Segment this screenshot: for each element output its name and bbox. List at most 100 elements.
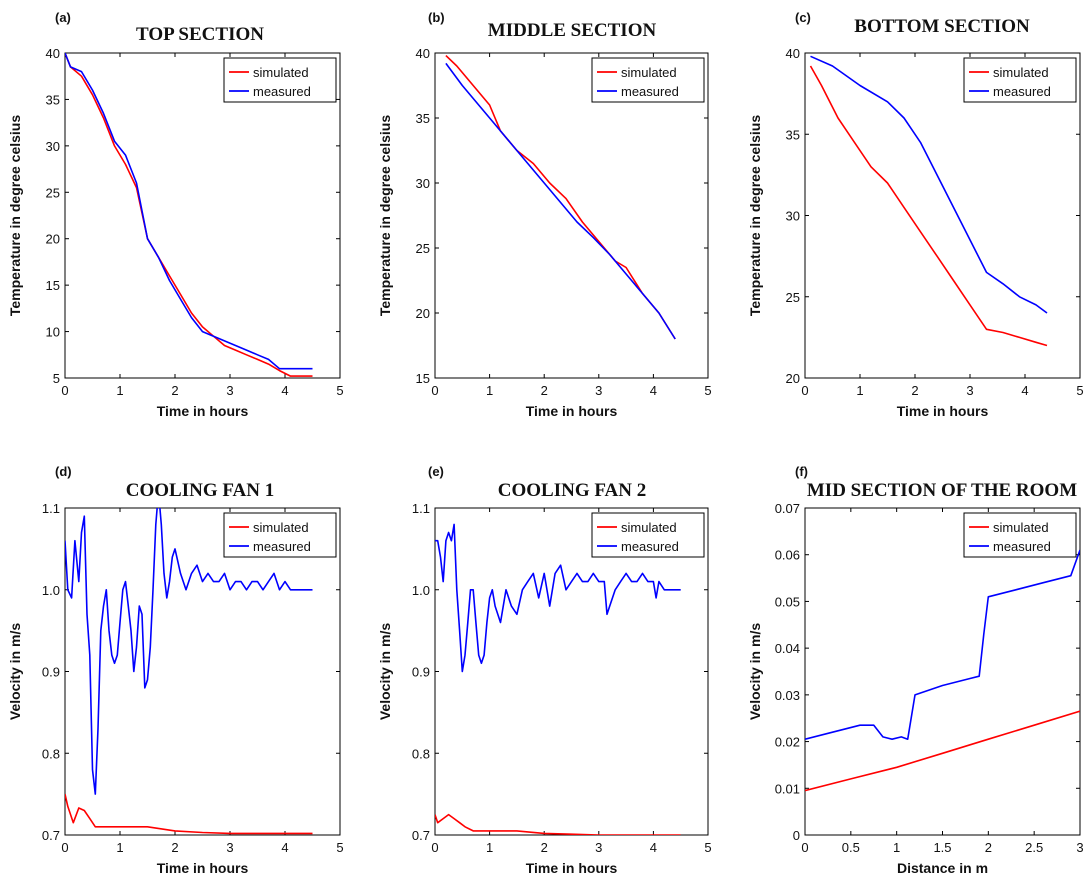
chart-panel-3: (c) BOTTOM SECTION 0 1 2 3 4 5 20 25 30 35 40 Time in…	[747, 10, 1084, 419]
x-tick-label: 0.5	[842, 840, 860, 855]
x-tick-label: 2.5	[1025, 840, 1043, 855]
x-tick-label: 0	[61, 840, 68, 855]
y-axis-label: Velocity in m/s	[7, 623, 23, 720]
series-line-measured	[65, 508, 313, 795]
legend-entry-label: simulated	[253, 65, 309, 80]
chart-title: COOLING FAN 2	[498, 480, 646, 501]
y-tick-label: 0.06	[775, 548, 800, 563]
x-tick-label: 1	[856, 383, 863, 398]
y-tick-label: 30	[786, 209, 800, 224]
legend-box	[591, 512, 705, 558]
series-line-simulated	[805, 710, 1080, 792]
x-tick-label: 3	[1076, 840, 1083, 855]
legend: simulated measured	[963, 57, 1077, 103]
y-tick-label: 1.1	[412, 501, 430, 516]
y-axis-label: Temperature in degree celsius	[747, 115, 763, 316]
series-line-simulated	[445, 55, 676, 340]
x-tick-label: 1	[116, 383, 123, 398]
legend-entry-label: simulated	[621, 520, 677, 535]
x-tick-label: 4	[650, 383, 657, 398]
y-tick-label: 35	[416, 111, 430, 126]
legend-box	[223, 57, 337, 103]
x-tick-label: 1	[893, 840, 900, 855]
x-axis-label: Distance in m	[897, 860, 988, 876]
x-tick-label: 0	[431, 840, 438, 855]
x-axis-label: Time in hours	[526, 860, 618, 876]
legend-entry-label: measured	[253, 539, 311, 554]
y-tick-label: 0.02	[775, 735, 800, 750]
chart-title: BOTTOM SECTION	[854, 16, 1030, 37]
panel-label: (e)	[428, 464, 444, 479]
y-tick-label: 0	[793, 828, 800, 843]
x-tick-label: 0	[801, 383, 808, 398]
y-tick-label: 0.9	[412, 665, 430, 680]
y-tick-label: 25	[416, 241, 430, 256]
y-tick-label: 0.8	[412, 746, 430, 761]
x-tick-label: 2	[911, 383, 918, 398]
y-tick-label: 35	[46, 92, 60, 107]
y-tick-label: 20	[416, 306, 430, 321]
y-tick-label: 0.03	[775, 688, 800, 703]
x-tick-label: 4	[281, 840, 288, 855]
chart-title: MIDDLE SECTION	[488, 20, 657, 41]
y-tick-label: 0.05	[775, 594, 800, 609]
series-line-measured	[805, 549, 1080, 741]
x-tick-label: 4	[1021, 383, 1028, 398]
legend-entry-label: measured	[621, 84, 679, 99]
plot-area	[64, 52, 341, 379]
x-tick-label: 3	[226, 383, 233, 398]
chart-panel-5: (e) COOLING FAN 2 0 1 2 3 4 5 0.7 0.8 0.9 1.0 1.1 Tim…	[377, 464, 712, 876]
y-tick-label: 10	[46, 325, 60, 340]
x-tick-label: 5	[1076, 383, 1083, 398]
y-tick-label: 30	[46, 139, 60, 154]
legend: simulated measured	[963, 512, 1077, 558]
y-tick-label: 1.0	[42, 583, 60, 598]
x-tick-label: 4	[650, 840, 657, 855]
chart-title: COOLING FAN 1	[126, 480, 274, 501]
x-tick-label: 3	[595, 383, 602, 398]
y-tick-label: 0.9	[42, 665, 60, 680]
x-tick-label: 3	[966, 383, 973, 398]
plot-area	[434, 52, 709, 379]
x-tick-label: 3	[595, 840, 602, 855]
y-tick-label: 1.1	[42, 501, 60, 516]
series-line-measured	[810, 55, 1048, 314]
series-line-simulated	[809, 65, 1048, 347]
y-tick-label: 40	[46, 46, 60, 61]
chart-panel-4: (d) COOLING FAN 1 0 1 2 3 4 5 0.7 0.8 0.9 1.0 1.1 Tim…	[7, 464, 344, 876]
y-tick-label: 15	[46, 278, 60, 293]
panel-label: (b)	[428, 10, 445, 25]
y-tick-label: 0.7	[412, 828, 430, 843]
legend-box	[223, 512, 337, 558]
x-axis-label: Time in hours	[526, 403, 618, 419]
legend: simulated measured	[223, 512, 337, 558]
x-tick-label: 2	[171, 840, 178, 855]
series-line-measured	[65, 53, 313, 370]
y-tick-label: 0.04	[775, 641, 800, 656]
x-axis-label: Time in hours	[157, 860, 249, 876]
legend-box	[963, 512, 1077, 558]
x-tick-label: 0	[801, 840, 808, 855]
chart-title: MID SECTION OF THE ROOM	[807, 480, 1077, 501]
y-tick-label: 5	[53, 371, 60, 386]
x-axis-label: Time in hours	[157, 403, 249, 419]
x-tick-label: 4	[281, 383, 288, 398]
x-tick-label: 5	[336, 840, 343, 855]
legend-entry-label: simulated	[993, 520, 1049, 535]
y-axis-label: Velocity in m/s	[747, 623, 763, 720]
legend-entry-label: simulated	[993, 65, 1049, 80]
x-tick-label: 1	[486, 840, 493, 855]
legend-entry-label: measured	[621, 539, 679, 554]
y-tick-label: 0.8	[42, 746, 60, 761]
series-line-simulated	[65, 53, 313, 377]
y-tick-label: 0.7	[42, 828, 60, 843]
legend-entry-label: measured	[993, 539, 1051, 554]
legend-entry-label: simulated	[253, 520, 309, 535]
y-tick-label: 0.01	[775, 781, 800, 796]
legend: simulated measured	[223, 57, 337, 103]
y-axis-label: Temperature in degree celsius	[377, 115, 393, 316]
series-line-measured	[435, 523, 681, 673]
x-tick-label: 1	[116, 840, 123, 855]
legend-entry-label: measured	[993, 84, 1051, 99]
